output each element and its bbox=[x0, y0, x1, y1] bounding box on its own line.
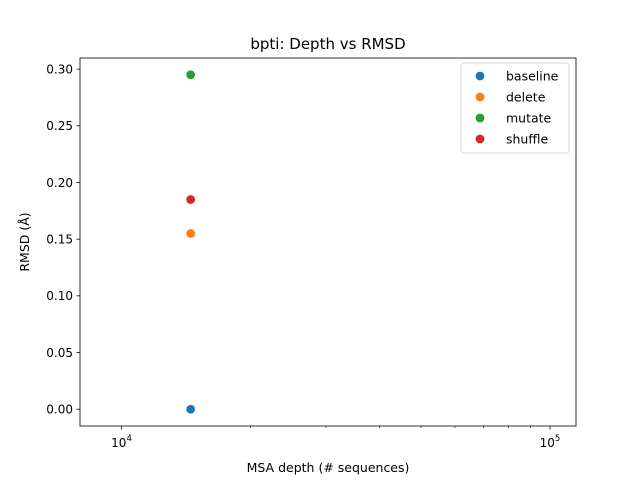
legend-label-delete: delete bbox=[506, 89, 546, 104]
data-point-delete bbox=[186, 229, 196, 238]
legend-label-shuffle: shuffle bbox=[506, 131, 548, 146]
y-tick-label: 0.20 bbox=[46, 176, 73, 190]
plot-frame bbox=[79, 57, 577, 427]
legend-marker-delete bbox=[475, 92, 485, 102]
x-tick-label: 105 bbox=[540, 434, 561, 450]
y-tick-label: 0.10 bbox=[46, 289, 73, 303]
legend-marker-mutate bbox=[475, 113, 485, 123]
x-axis-label: MSA depth (# sequences) bbox=[247, 460, 410, 475]
y-tick-label: 0.05 bbox=[46, 346, 73, 360]
legend-label-mutate: mutate bbox=[506, 110, 552, 125]
legend-label-baseline: baseline bbox=[506, 68, 559, 83]
legend-marker-shuffle bbox=[475, 134, 485, 144]
y-tick-label: 0.30 bbox=[46, 62, 73, 76]
x-tick-label: 104 bbox=[111, 434, 132, 450]
data-point-baseline bbox=[186, 404, 196, 414]
legend-marker-baseline bbox=[475, 71, 485, 81]
chart-title: bpti: Depth vs RMSD bbox=[250, 35, 405, 53]
data-point-mutate bbox=[186, 70, 196, 80]
y-axis-label: RMSD (Å) bbox=[17, 212, 32, 271]
y-tick-label: 0.15 bbox=[46, 232, 73, 246]
data-point-shuffle bbox=[186, 195, 196, 204]
y-tick-label: 0.00 bbox=[46, 403, 73, 417]
y-tick-label: 0.25 bbox=[46, 119, 73, 133]
plot-area: 0.00 0.05 0.10 0.15 0.20 0.25 0.30 104 105 bbox=[46, 57, 577, 450]
legend: baseline delete mutate shuffle bbox=[460, 62, 570, 154]
legend-box bbox=[460, 62, 570, 154]
